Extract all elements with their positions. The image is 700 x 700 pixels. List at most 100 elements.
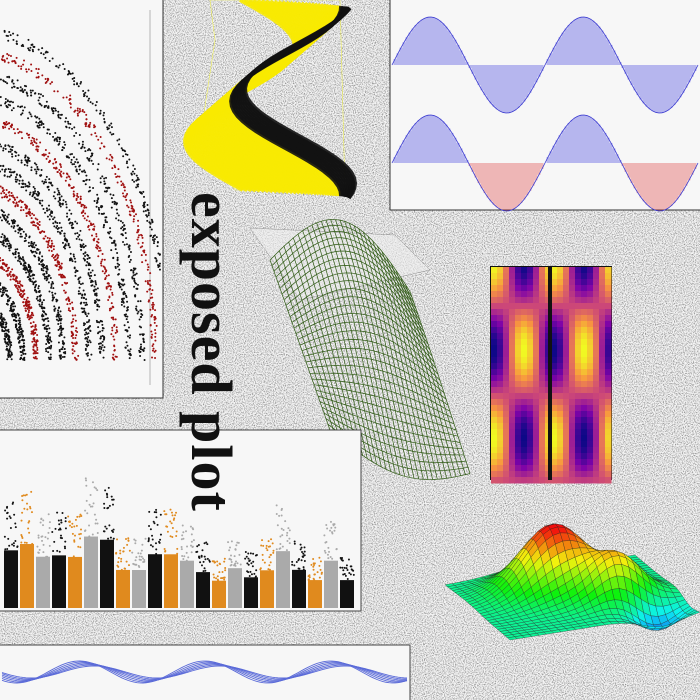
heatmap-cell	[521, 363, 528, 370]
arc-dot	[93, 124, 96, 127]
manhattan-dot	[286, 540, 289, 543]
arc-dot	[47, 204, 50, 207]
arc-dot	[5, 263, 8, 266]
heatmap-cell	[557, 447, 564, 454]
arc-dot	[37, 223, 40, 226]
arc-dot	[34, 352, 37, 355]
arc-dot	[154, 316, 157, 319]
heatmap-cell	[605, 405, 612, 412]
arc-dot	[44, 153, 47, 156]
heatmap-cell	[509, 345, 516, 352]
arc-dot	[141, 245, 144, 248]
arc-dot	[132, 271, 135, 274]
heatmap-cell	[581, 291, 588, 298]
surface-cell	[689, 610, 700, 616]
arc-dot	[98, 246, 101, 249]
arc-dot	[55, 318, 58, 321]
arc-dot	[6, 329, 9, 332]
heatmap-cell	[593, 405, 600, 412]
arc-dot	[108, 232, 111, 235]
manhattan-dot	[327, 557, 330, 560]
manhattan-dot	[108, 504, 111, 507]
arc-dot	[20, 65, 23, 68]
ribbon-frame	[199, 0, 346, 191]
heatmap-cell	[539, 411, 546, 418]
arc-dot	[95, 100, 98, 103]
heatmap-cell	[515, 303, 522, 310]
heatmap-cell	[509, 273, 516, 280]
arc-dot	[96, 193, 99, 196]
arc-dot	[42, 269, 45, 272]
arc-dot	[73, 194, 76, 197]
heatmap-cell	[599, 333, 606, 340]
manhattan-dot	[73, 525, 76, 528]
arc-dot	[99, 135, 102, 138]
arc-dot	[44, 178, 47, 181]
arc-dot	[20, 333, 23, 336]
arc-dot	[100, 348, 103, 351]
arc-dot	[88, 339, 91, 342]
arc-dot	[23, 298, 26, 301]
arc-dot	[125, 294, 128, 297]
arc-dot	[0, 288, 2, 291]
arc-dot	[19, 345, 22, 348]
heatmap-cell	[491, 363, 498, 370]
arc-dot	[37, 92, 40, 95]
arc-dot	[9, 55, 12, 58]
arc-dot	[27, 117, 30, 120]
arc-dot	[4, 332, 7, 335]
manhattan-dot	[216, 560, 219, 563]
manhattan-dot	[285, 534, 288, 537]
arc-dot	[78, 202, 81, 205]
heatmap-cell	[593, 375, 600, 382]
arc-dot	[120, 288, 123, 291]
arc-dot	[45, 181, 48, 184]
heatmap-cell	[491, 477, 498, 484]
heatmap-cell	[497, 327, 504, 334]
heatmap-cell	[491, 321, 498, 328]
manhattan-dot	[308, 576, 311, 579]
arc-dot	[66, 240, 69, 243]
heatmap-cell	[533, 327, 540, 334]
arc-dot	[90, 152, 93, 155]
arc-dot	[98, 347, 101, 350]
manhattan-dot	[117, 565, 120, 568]
heatmap-cell	[539, 393, 546, 400]
arc-dot	[40, 52, 43, 55]
manhattan-dot	[253, 572, 256, 575]
arc-dot	[14, 277, 17, 280]
heatmap-cell	[557, 387, 564, 394]
heatmap-cell	[533, 381, 540, 388]
arc-dot	[52, 110, 55, 113]
heatmap-cell	[599, 393, 606, 400]
heatmap-cell	[497, 447, 504, 454]
heatmap-cell	[575, 405, 582, 412]
manhattan-dot	[279, 543, 282, 546]
arc-dot	[30, 217, 33, 220]
manhattan-dot	[255, 569, 258, 572]
arc-dot	[99, 181, 102, 184]
arc-dot	[88, 125, 91, 128]
arc-dot	[17, 288, 20, 291]
arc-dot	[157, 252, 160, 255]
heatmap-cell	[581, 447, 588, 454]
arc-dot	[44, 266, 47, 269]
arc-dot	[17, 322, 20, 325]
heatmap-cell	[575, 327, 582, 334]
manhattan-dot	[326, 553, 329, 556]
manhattan-dot	[280, 508, 283, 511]
heatmap-cell	[551, 435, 558, 442]
heatmap-cell	[581, 471, 588, 478]
manhattan-dot	[20, 541, 23, 544]
arc-dot	[24, 237, 27, 240]
arc-dot	[50, 215, 53, 218]
arc-dot	[116, 202, 119, 205]
heatmap-cell	[599, 417, 606, 424]
manhattan-dot	[68, 520, 71, 523]
arc-dot	[132, 208, 135, 211]
heatmap-cell	[605, 291, 612, 298]
arc-dot	[1, 286, 4, 289]
arc-dot	[2, 149, 5, 152]
manhattan-dot	[203, 542, 206, 545]
arc-dot	[46, 317, 49, 320]
